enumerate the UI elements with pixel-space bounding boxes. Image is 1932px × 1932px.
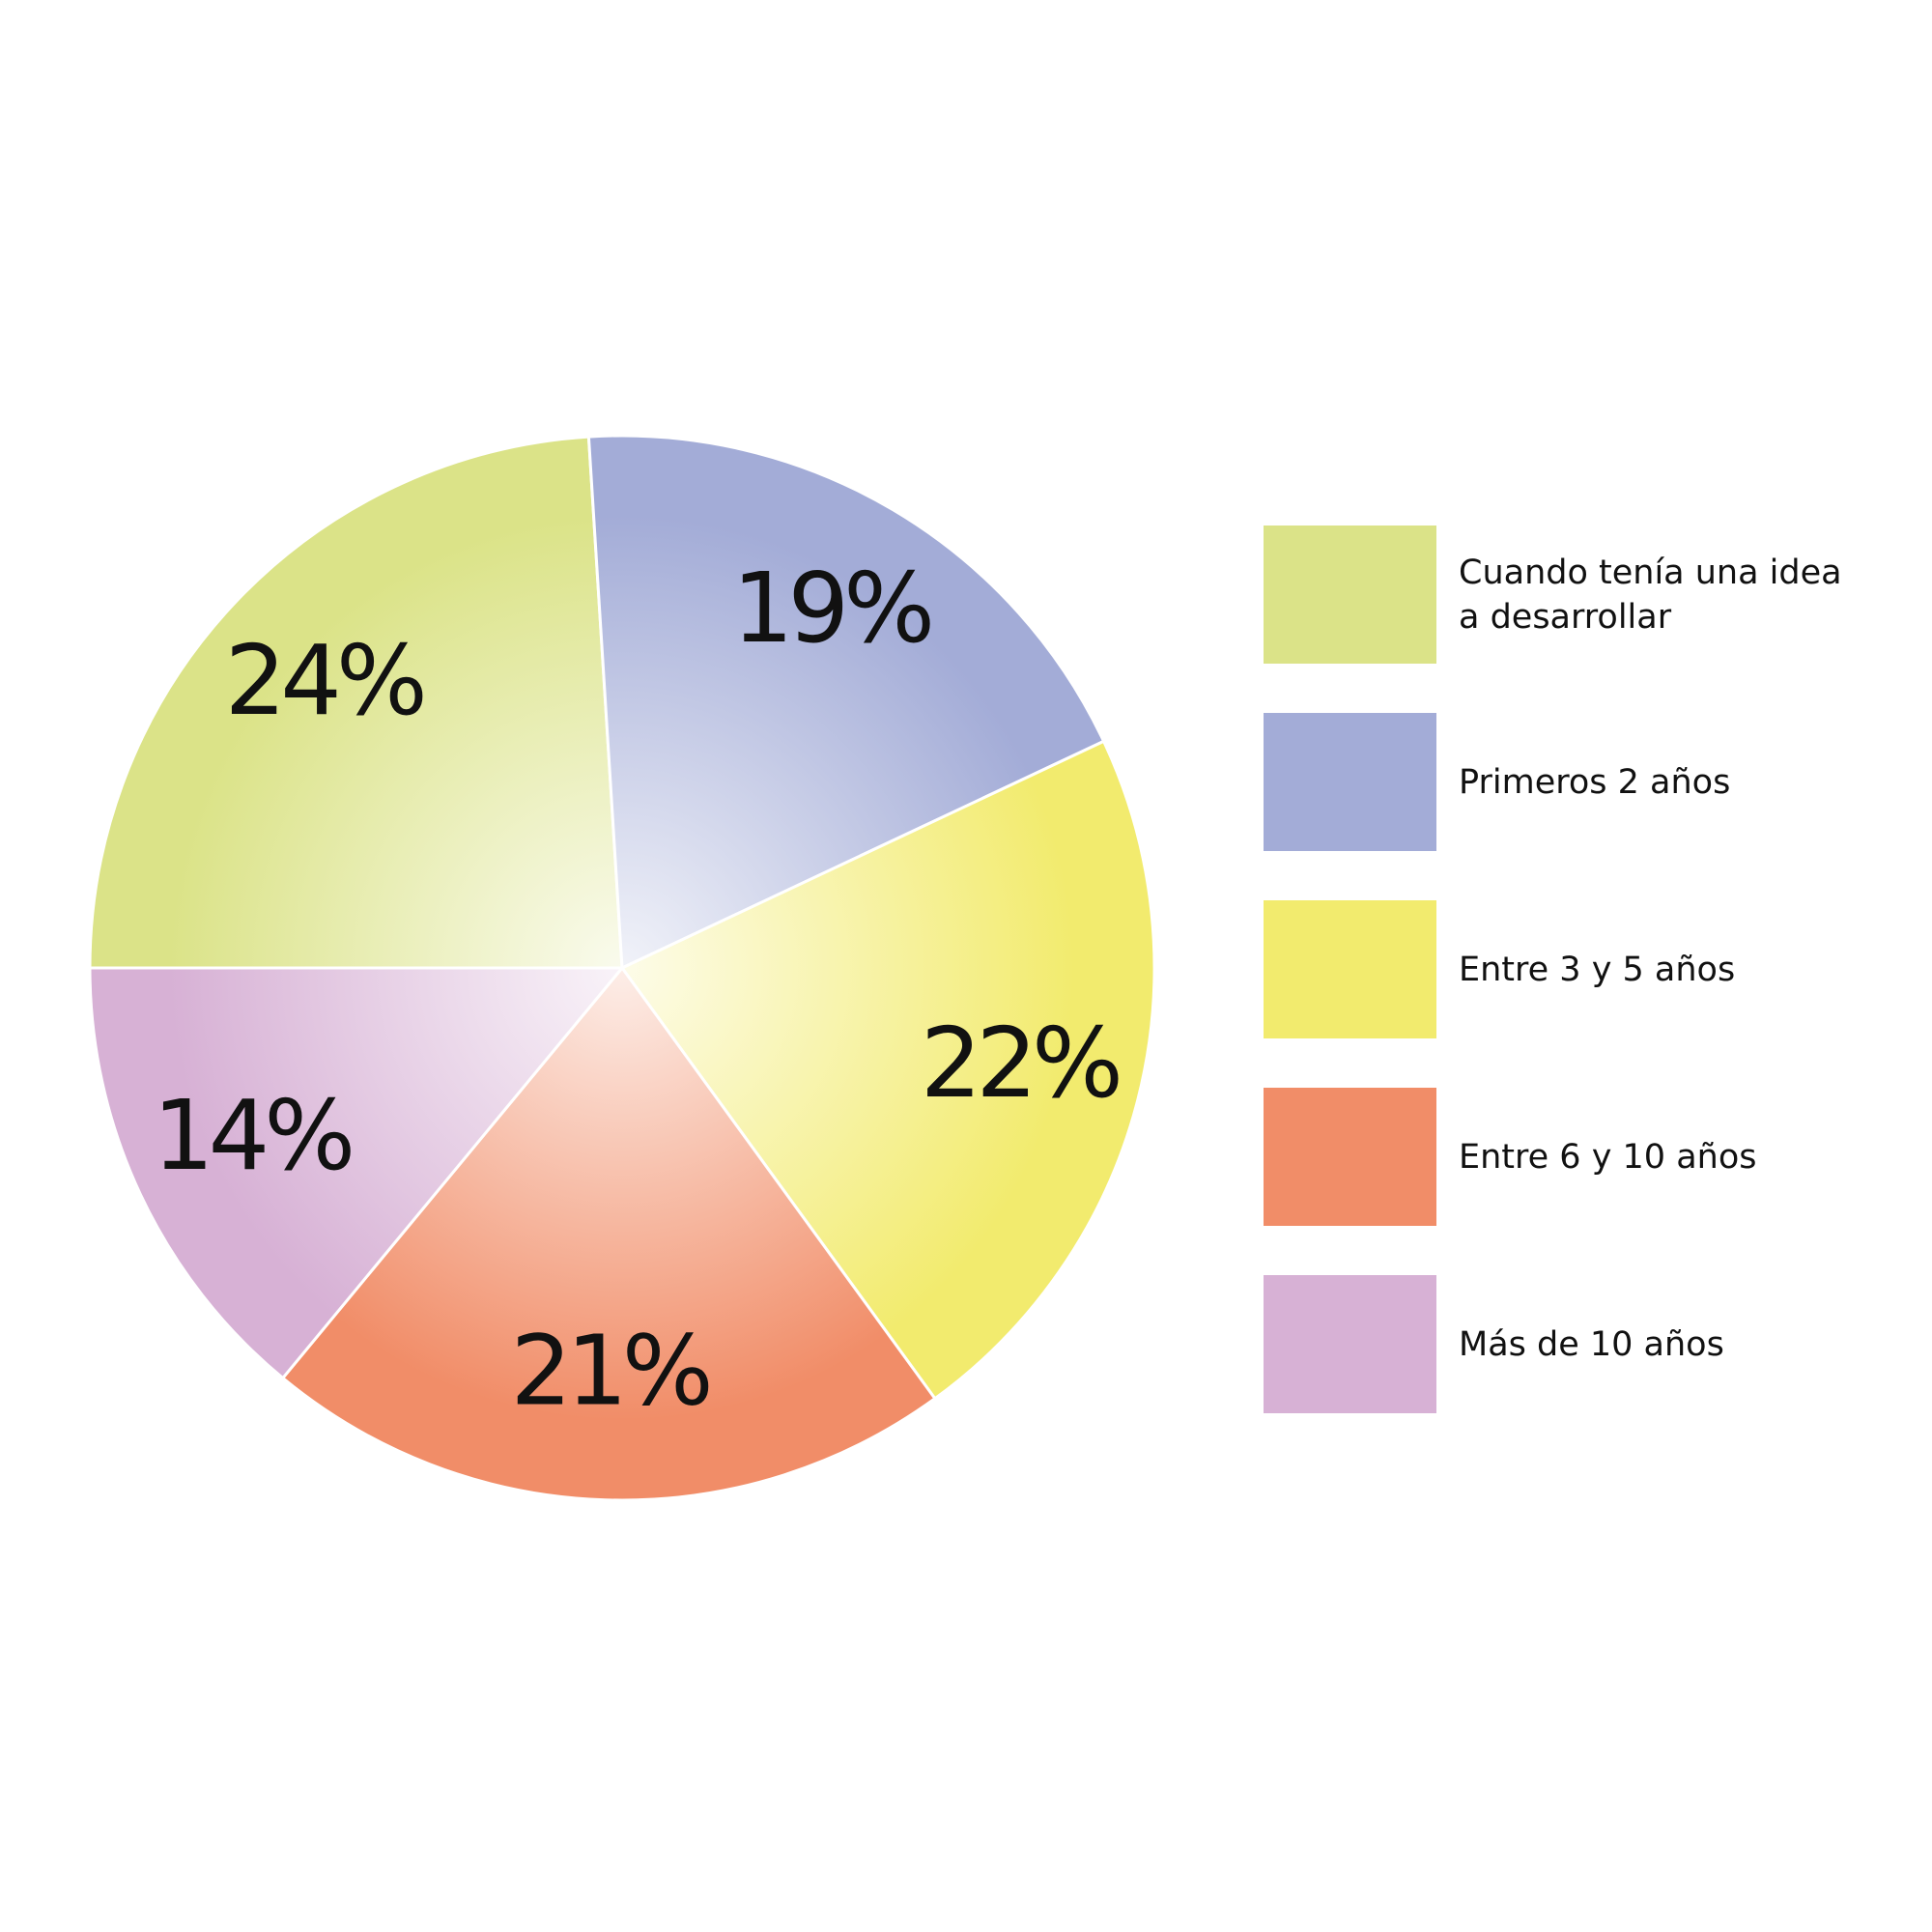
legend-label: Primeros 2 años — [1459, 762, 1731, 802]
legend-swatch — [1264, 1088, 1436, 1226]
legend-label: Entre 3 y 5 años — [1459, 950, 1736, 989]
pie-slice — [88, 966, 626, 1380]
legend-swatch — [1264, 1275, 1436, 1413]
slice-label: 24% — [225, 624, 423, 737]
legend: Cuando tenía una idea a desarrollar Prime… — [1264, 526, 1864, 1463]
legend-item: Entre 3 y 5 años — [1264, 900, 1864, 1038]
legend-item: Primeros 2 años — [1264, 713, 1864, 851]
pie-slice — [586, 434, 1106, 971]
legend-item: Más de 10 años — [1264, 1275, 1864, 1413]
legend-label: Más de 10 años — [1459, 1324, 1724, 1364]
slice-label: 22% — [921, 1007, 1119, 1120]
legend-label: Cuando tenía una idea a desarrollar — [1459, 553, 1842, 637]
slice-label: 14% — [153, 1079, 351, 1192]
legend-swatch — [1264, 713, 1436, 851]
pie-slice — [88, 435, 624, 970]
legend-item: Cuando tenía una idea a desarrollar — [1264, 526, 1864, 664]
legend-label: Entre 6 y 10 años — [1459, 1137, 1757, 1177]
slice-label: 19% — [732, 552, 930, 665]
legend-item: Entre 6 y 10 años — [1264, 1088, 1864, 1226]
pie-slice — [619, 739, 1156, 1401]
legend-swatch — [1264, 900, 1436, 1038]
slice-label: 21% — [511, 1314, 709, 1427]
legend-swatch — [1264, 526, 1436, 664]
pie-slice — [280, 965, 937, 1502]
